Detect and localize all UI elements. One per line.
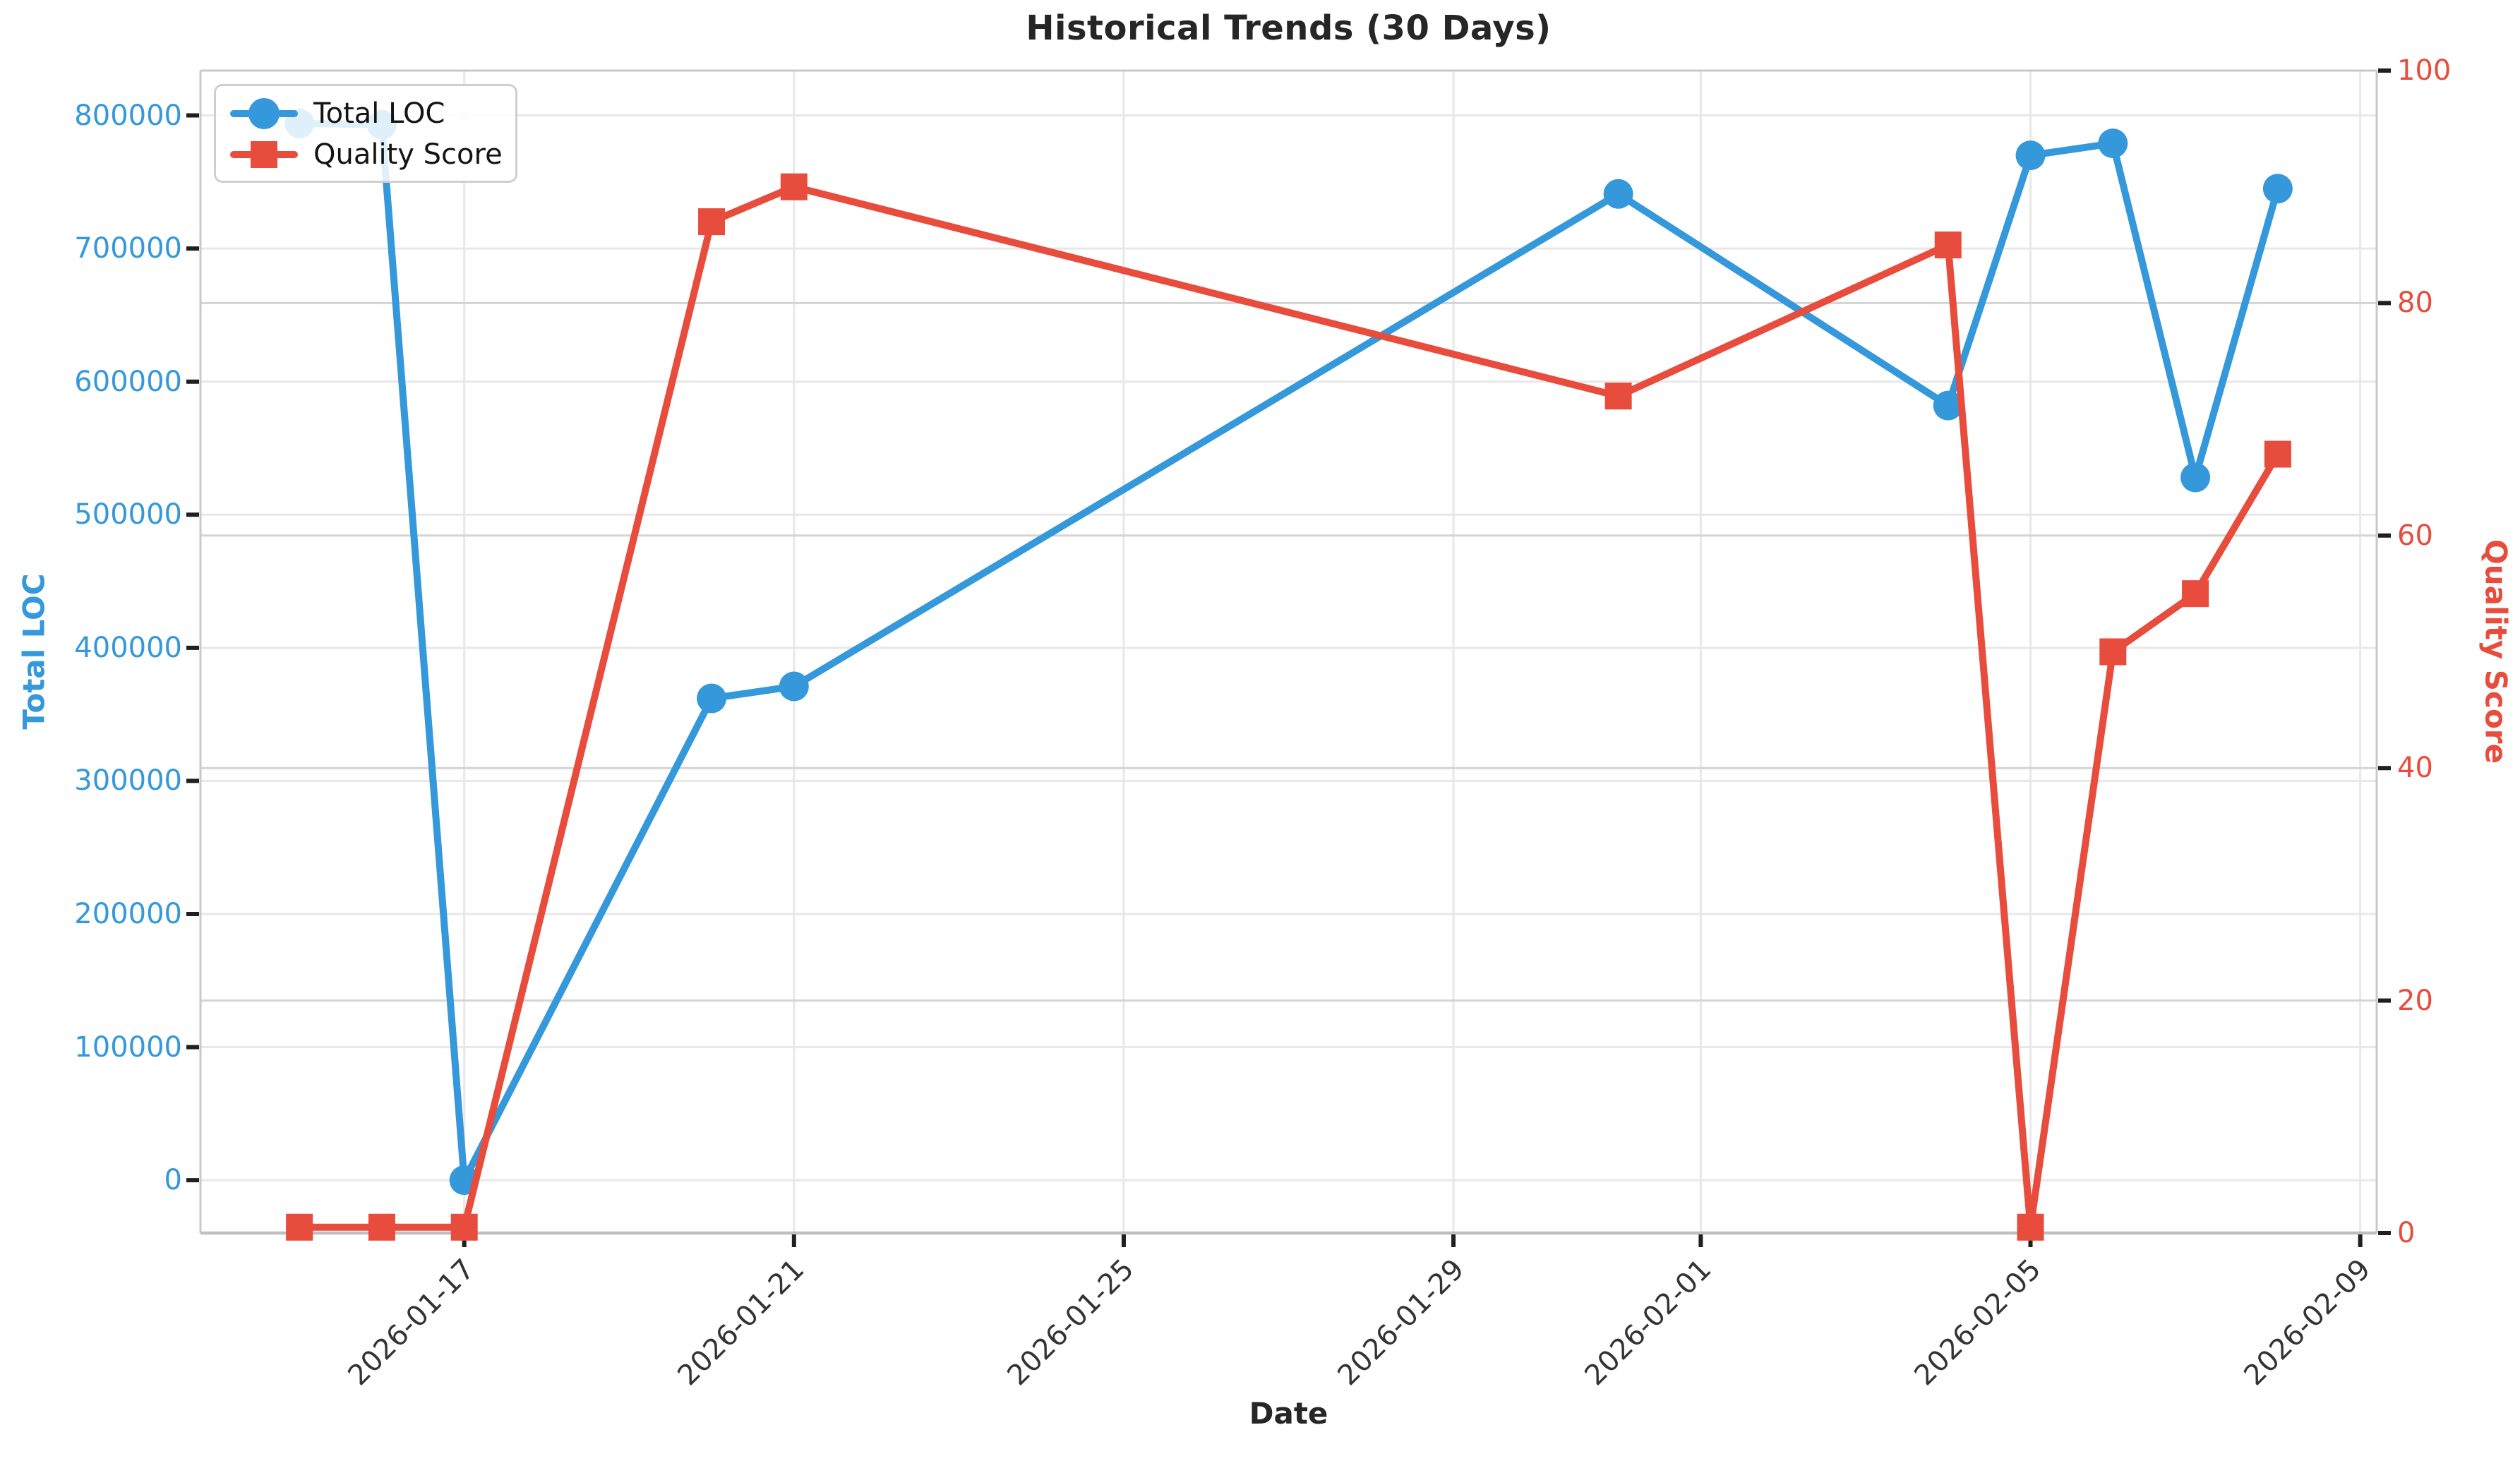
quality-score-line [296,183,2281,1231]
quality-score-point [2264,440,2291,468]
y-tick-label-right: 40 [2397,752,2433,785]
quality-score-point [368,1213,395,1241]
total-loc-point [2098,128,2128,159]
line-square-marker-icon [230,138,298,171]
quality-score-point [2099,638,2127,666]
y-tick-label-right: 20 [2397,984,2433,1017]
y-tick-label-left: 200000 [74,897,182,930]
total-loc-point [697,683,727,714]
legend: Total LOC Quality Score [214,84,517,183]
y-tick-label-left: 400000 [74,631,182,664]
y-tick-label-left: 300000 [74,764,182,798]
x-axis-label: Date [1249,1396,1328,1431]
y-tick-label-right: 80 [2397,287,2433,320]
y-tick-label-left: 600000 [74,365,182,398]
y-axis-label-right: Quality Score [2478,539,2514,764]
legend-label: Total LOC [313,97,445,130]
legend-item-quality-score: Quality Score [230,134,515,175]
quality-score-point [450,1213,478,1241]
quality-score-point [698,208,726,236]
y-tick-label-right: 60 [2397,519,2433,552]
legend-label: Quality Score [313,138,503,171]
y-tick-label-right: 100 [2397,54,2452,87]
total-loc-point [2180,462,2211,493]
quality-score-point [780,173,808,200]
total-loc-point [779,671,809,702]
total-loc-point [2015,140,2046,171]
quality-score-point [1934,232,1962,259]
line-circle-marker-icon [230,97,298,130]
y-tick-label-left: 700000 [74,232,182,265]
y-tick-label-left: 800000 [74,99,182,132]
y-tick-label-right: 0 [2397,1217,2416,1249]
quality-score-point [1604,383,1632,410]
total-loc-point [1933,390,1963,421]
quality-score-point [2182,580,2209,608]
quality-score-point [2017,1213,2044,1241]
legend-item-total-loc: Total LOC [230,93,515,134]
chart-title: Historical Trends (30 Days) [1026,8,1552,48]
total-loc-point [1603,179,1633,209]
y-tick-label-left: 500000 [74,498,182,531]
quality-score-point [286,1213,313,1241]
total-loc-point [2262,174,2293,204]
y-tick-label-left: 100000 [74,1030,182,1064]
y-tick-label-left: 0 [164,1164,182,1197]
